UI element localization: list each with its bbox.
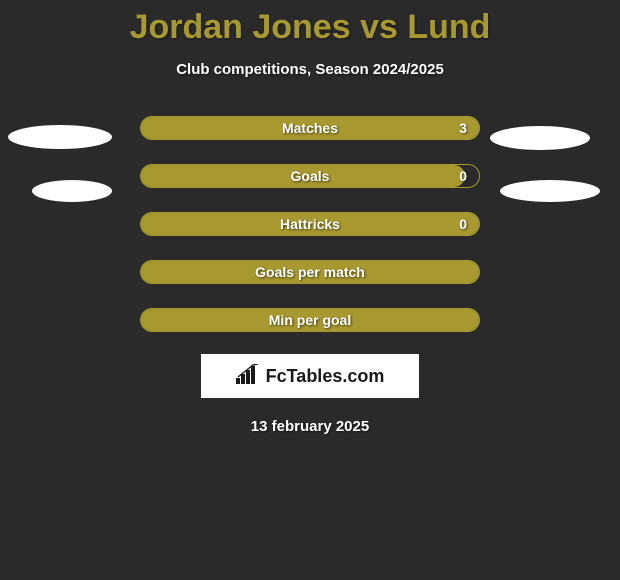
stat-row-hattricks: Hattricks 0: [140, 212, 480, 236]
decor-ellipse: [500, 180, 600, 202]
logo-text: FcTables.com: [266, 366, 385, 387]
bars-icon: [236, 364, 262, 389]
stat-value: 0: [459, 216, 467, 232]
stat-value: 3: [459, 120, 467, 136]
decor-ellipse: [490, 126, 590, 150]
date-label: 13 february 2025: [0, 418, 620, 435]
logo-box: FcTables.com: [201, 354, 419, 398]
stat-row-goals-per-match: Goals per match: [140, 260, 480, 284]
stat-row-min-per-goal: Min per goal: [140, 308, 480, 332]
decor-ellipse: [8, 125, 112, 149]
decor-ellipse: [32, 180, 112, 202]
stat-label: Hattricks: [280, 216, 340, 232]
stat-row-goals: Goals 0: [140, 164, 480, 188]
stat-row-matches: Matches 3: [140, 116, 480, 140]
stat-value: 0: [459, 168, 467, 184]
stat-label: Min per goal: [269, 312, 351, 328]
logo: FcTables.com: [236, 364, 385, 389]
stat-label: Goals per match: [255, 264, 365, 280]
stat-label: Matches: [282, 120, 338, 136]
page-title: Jordan Jones vs Lund: [0, 0, 620, 47]
stat-label: Goals: [291, 168, 330, 184]
page-subtitle: Club competitions, Season 2024/2025: [0, 61, 620, 78]
